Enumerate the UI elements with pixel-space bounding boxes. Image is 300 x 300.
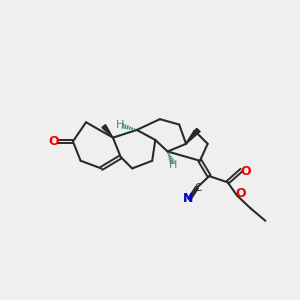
Text: N: N <box>183 192 194 205</box>
Text: H: H <box>116 120 124 130</box>
Text: C: C <box>194 184 201 194</box>
Text: H: H <box>169 160 177 170</box>
Text: O: O <box>241 165 251 178</box>
Polygon shape <box>102 124 113 138</box>
Polygon shape <box>186 128 200 144</box>
Text: O: O <box>236 187 246 200</box>
Text: O: O <box>48 135 59 148</box>
